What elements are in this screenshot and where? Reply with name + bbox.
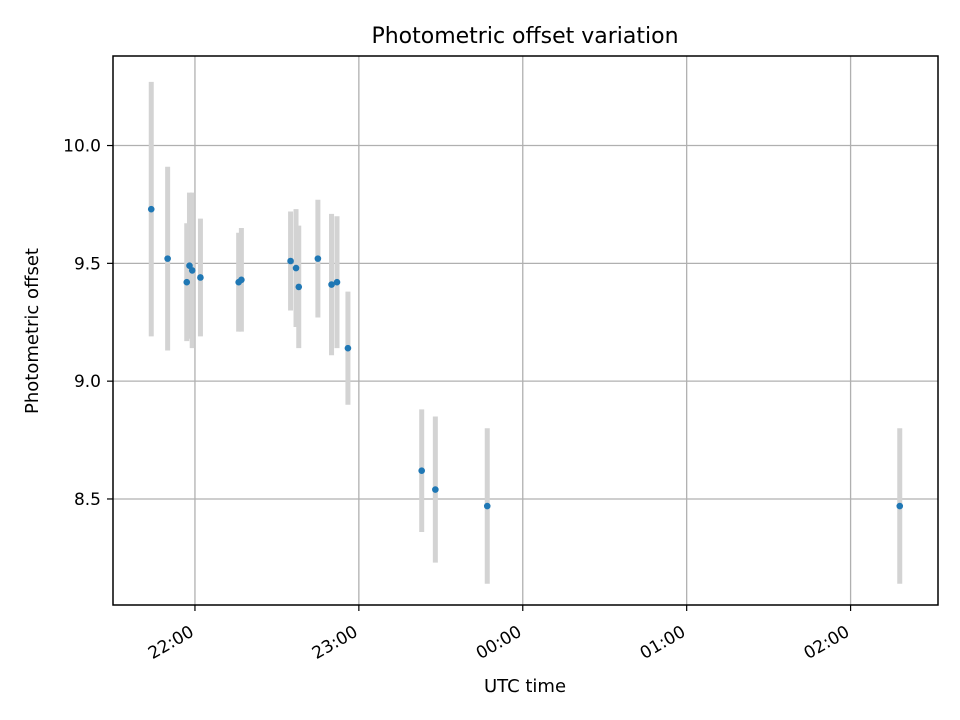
data-point — [483, 502, 491, 510]
data-point — [344, 344, 352, 352]
data-point — [896, 502, 904, 510]
data-point — [183, 278, 191, 286]
data-point — [238, 276, 245, 284]
data-point — [292, 264, 300, 272]
data-point — [432, 486, 439, 493]
y-tick-label: 8.5 — [74, 490, 101, 510]
data-point — [188, 267, 196, 274]
x-axis-label: UTC time — [484, 676, 566, 697]
plot-frame — [112, 55, 939, 606]
data-point — [287, 257, 294, 265]
data-point — [314, 255, 322, 262]
data-point — [418, 467, 425, 474]
y-tick-label: 9.5 — [74, 254, 101, 274]
data-point — [147, 205, 155, 213]
data-point — [295, 283, 303, 291]
data-point — [333, 278, 341, 286]
y-tick-label: 10.0 — [63, 137, 101, 157]
grid — [113, 56, 938, 605]
data-points — [147, 205, 904, 510]
data-point — [164, 255, 171, 262]
chart-title: Photometric offset variation — [371, 24, 678, 49]
data-point — [197, 274, 204, 281]
y-axis-label: Photometric offset — [22, 248, 43, 414]
data-point — [328, 281, 335, 288]
y-tick-label: 9.0 — [74, 372, 101, 392]
